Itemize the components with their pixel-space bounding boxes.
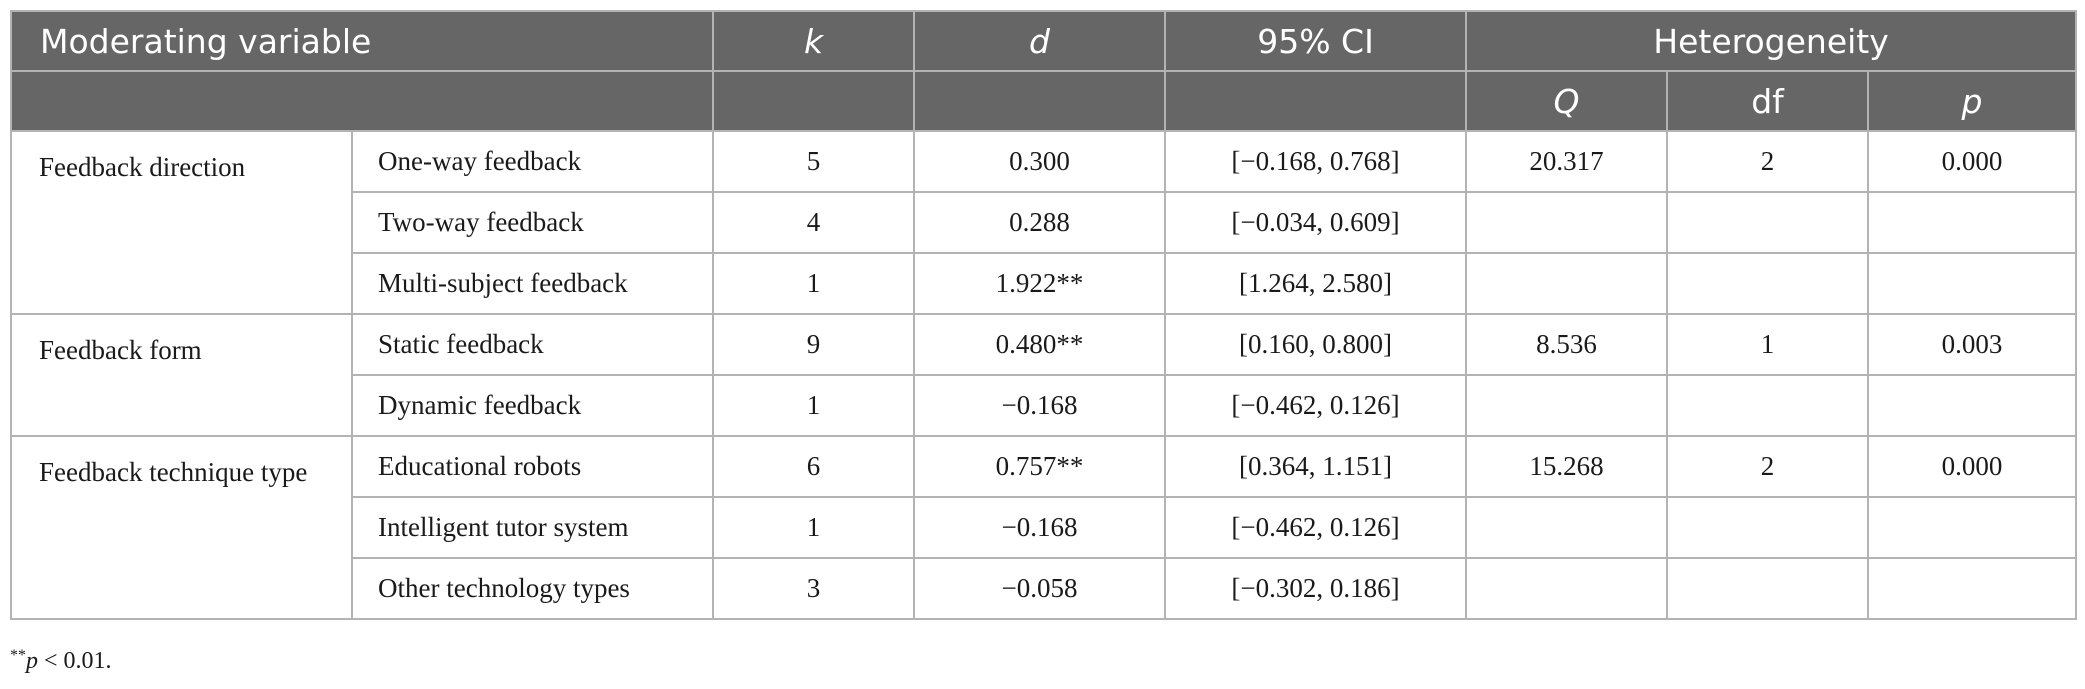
table-body: Feedback direction One-way feedback 5 0.… xyxy=(10,130,2078,620)
ci-value: [−0.302, 0.186] xyxy=(1164,557,1468,620)
p-value xyxy=(1867,557,2078,620)
header-heterogeneity: Heterogeneity xyxy=(1465,10,2078,72)
p-value: 0.000 xyxy=(1867,435,2078,498)
table-footnote: **p < 0.01. xyxy=(10,647,112,675)
group-name: Feedback direction xyxy=(10,130,353,315)
level-name: Dynamic feedback xyxy=(350,374,715,437)
footnote-stars: ** xyxy=(10,647,26,664)
k-value: 4 xyxy=(712,191,916,254)
level-name: Multi-subject feedback xyxy=(350,252,715,315)
group-name: Feedback technique type xyxy=(10,435,353,620)
q-value xyxy=(1465,191,1669,254)
d-value: −0.168 xyxy=(913,374,1167,437)
header-d: d xyxy=(913,10,1167,72)
header-blank xyxy=(1164,70,1468,132)
d-value: 0.300 xyxy=(913,130,1167,193)
df-value: 2 xyxy=(1666,130,1870,193)
k-value: 3 xyxy=(712,557,916,620)
table-row: Intelligent tutor system 1 −0.168 [−0.46… xyxy=(11,496,2078,559)
df-value xyxy=(1666,252,1870,315)
q-value xyxy=(1465,252,1669,315)
ci-value: [0.160, 0.800] xyxy=(1164,313,1468,376)
ci-value: [−0.462, 0.126] xyxy=(1164,496,1468,559)
table-header: Moderating variable k d 95% CI Heterogen… xyxy=(9,10,2078,132)
p-value xyxy=(1867,496,2078,559)
k-value: 5 xyxy=(712,130,916,193)
q-value xyxy=(1465,374,1669,437)
q-value xyxy=(1465,496,1669,559)
df-value: 1 xyxy=(1666,313,1870,376)
d-value: 0.757** xyxy=(913,435,1167,498)
footnote-p: p xyxy=(26,648,38,674)
df-value xyxy=(1666,557,1870,620)
table-row: Feedback direction One-way feedback 5 0.… xyxy=(10,130,2078,315)
header-q: Q xyxy=(1465,70,1669,132)
ci-value: [−0.168, 0.768] xyxy=(1164,130,1468,193)
table-row: Multi-subject feedback 1 1.922** [1.264,… xyxy=(11,252,2078,315)
df-value xyxy=(1666,374,1870,437)
p-value xyxy=(1867,374,2078,437)
header-blank xyxy=(712,70,916,132)
q-value: 8.536 xyxy=(1465,313,1669,376)
p-value: 0.003 xyxy=(1867,313,2078,376)
table-row: Two-way feedback 4 0.288 [−0.034, 0.609] xyxy=(11,191,2078,254)
k-value: 9 xyxy=(712,313,916,376)
group-name: Feedback form xyxy=(10,313,353,437)
level-name: One-way feedback xyxy=(350,130,715,193)
df-value xyxy=(1666,496,1870,559)
header-p: p xyxy=(1867,70,2078,132)
p-value xyxy=(1867,252,2078,315)
ci-value: [−0.462, 0.126] xyxy=(1164,374,1468,437)
level-name: Other technology types xyxy=(350,557,715,620)
df-value xyxy=(1666,191,1870,254)
ci-value: [1.264, 2.580] xyxy=(1164,252,1468,315)
d-value: −0.058 xyxy=(913,557,1167,620)
moderator-table: Moderating variable k d 95% CI Heterogen… xyxy=(9,10,2078,620)
d-value: 0.480** xyxy=(913,313,1167,376)
ci-value: [0.364, 1.151] xyxy=(1164,435,1468,498)
k-value: 6 xyxy=(712,435,916,498)
d-value: 0.288 xyxy=(913,191,1167,254)
header-row-2: Q df p xyxy=(9,70,2078,132)
d-value: 1.922** xyxy=(913,252,1167,315)
k-value: 1 xyxy=(712,252,916,315)
header-blank xyxy=(9,70,715,132)
table-row: Other technology types 3 −0.058 [−0.302,… xyxy=(11,557,2078,620)
level-name: Two-way feedback xyxy=(350,191,715,254)
q-value: 15.268 xyxy=(1465,435,1669,498)
header-row-1: Moderating variable k d 95% CI Heterogen… xyxy=(9,10,2078,72)
header-k: k xyxy=(712,10,916,72)
header-blank xyxy=(913,70,1167,132)
table-row: Dynamic feedback 1 −0.168 [−0.462, 0.126… xyxy=(11,374,2078,437)
header-moderating-variable: Moderating variable xyxy=(9,10,715,72)
level-name: Intelligent tutor system xyxy=(350,496,715,559)
q-value: 20.317 xyxy=(1465,130,1669,193)
d-value: −0.168 xyxy=(913,496,1167,559)
level-name: Educational robots xyxy=(350,435,715,498)
q-value xyxy=(1465,557,1669,620)
header-ci: 95% CI xyxy=(1164,10,1468,72)
level-name: Static feedback xyxy=(350,313,715,376)
p-value: 0.000 xyxy=(1867,130,2078,193)
p-value xyxy=(1867,191,2078,254)
table-row: Feedback form Static feedback 9 0.480** … xyxy=(10,313,2078,437)
footnote-condition: < 0.01. xyxy=(38,648,112,674)
k-value: 1 xyxy=(712,374,916,437)
ci-value: [−0.034, 0.609] xyxy=(1164,191,1468,254)
k-value: 1 xyxy=(712,496,916,559)
table-row: Feedback technique type Educational robo… xyxy=(10,435,2078,620)
df-value: 2 xyxy=(1666,435,1870,498)
header-df: df xyxy=(1666,70,1870,132)
